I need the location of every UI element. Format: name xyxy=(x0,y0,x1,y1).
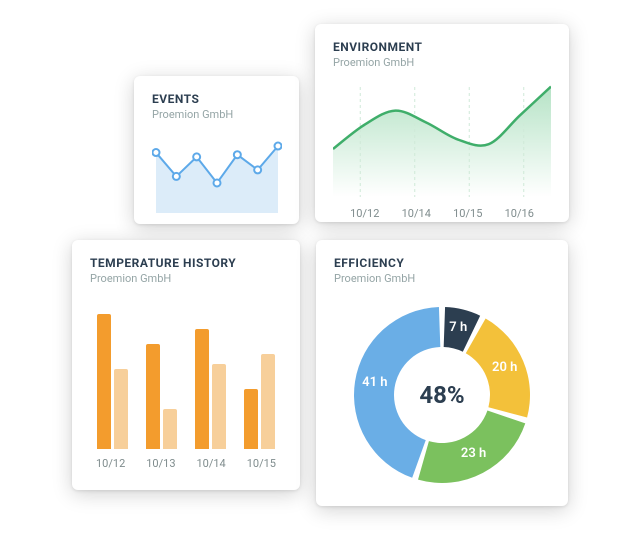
bar-secondary xyxy=(212,364,226,449)
efficiency-card: EFFICIENCY Proemion GmbH 48% 7 h 20 h 23 h… xyxy=(316,240,568,506)
environment-subtitle: Proemion GmbH xyxy=(333,56,551,69)
bar-secondary xyxy=(114,369,128,449)
efficiency-title: EFFICIENCY xyxy=(334,256,550,270)
bar-group xyxy=(191,329,231,449)
events-title: EVENTS xyxy=(152,92,281,106)
temp-xlabel: 10/12 xyxy=(96,457,125,470)
efficiency-center-value: 48% xyxy=(419,381,464,409)
bar-primary xyxy=(244,389,258,449)
temp-xlabel: 10/13 xyxy=(146,457,175,470)
bar-group xyxy=(92,314,132,449)
temperature-chart xyxy=(90,299,282,449)
temperature-subtitle: Proemion GmbH xyxy=(90,272,282,285)
donut-segment-label: 20 h xyxy=(487,360,523,375)
events-subtitle: Proemion GmbH xyxy=(152,108,281,121)
temp-xlabel: 10/15 xyxy=(247,457,276,470)
donut-segment-label: 7 h xyxy=(440,320,476,335)
donut-segment-label: 23 h xyxy=(456,446,492,461)
temp-xlabel: 10/14 xyxy=(196,457,225,470)
events-card: EVENTS Proemion GmbH xyxy=(134,76,299,224)
environment-xlabels: 10/12 10/14 10/15 10/16 xyxy=(333,207,551,220)
bar-secondary xyxy=(163,409,177,449)
efficiency-chart: 48% 7 h 20 h 23 h 41 h xyxy=(342,295,542,495)
bar-group xyxy=(141,344,181,449)
efficiency-subtitle: Proemion GmbH xyxy=(334,272,550,285)
env-xlabel: 10/16 xyxy=(505,207,534,220)
bar-primary xyxy=(195,329,209,449)
bar-group xyxy=(240,354,280,449)
temperature-title: TEMPERATURE HISTORY xyxy=(90,256,282,270)
events-chart xyxy=(152,129,282,213)
env-xlabel: 10/12 xyxy=(350,207,379,220)
env-xlabel: 10/14 xyxy=(402,207,431,220)
environment-card: ENVIRONMENT Proemion GmbH 10/12 10/14 10… xyxy=(315,24,569,222)
environment-chart xyxy=(333,77,551,197)
temperature-card: TEMPERATURE HISTORY Proemion GmbH 10/12 … xyxy=(72,240,300,490)
bar-secondary xyxy=(261,354,275,449)
temperature-xlabels: 10/12 10/13 10/14 10/15 xyxy=(90,457,282,470)
env-xlabel: 10/15 xyxy=(453,207,482,220)
donut-segment-label: 41 h xyxy=(357,375,393,390)
environment-title: ENVIRONMENT xyxy=(333,40,551,54)
bar-primary xyxy=(97,314,111,449)
bar-primary xyxy=(146,344,160,449)
